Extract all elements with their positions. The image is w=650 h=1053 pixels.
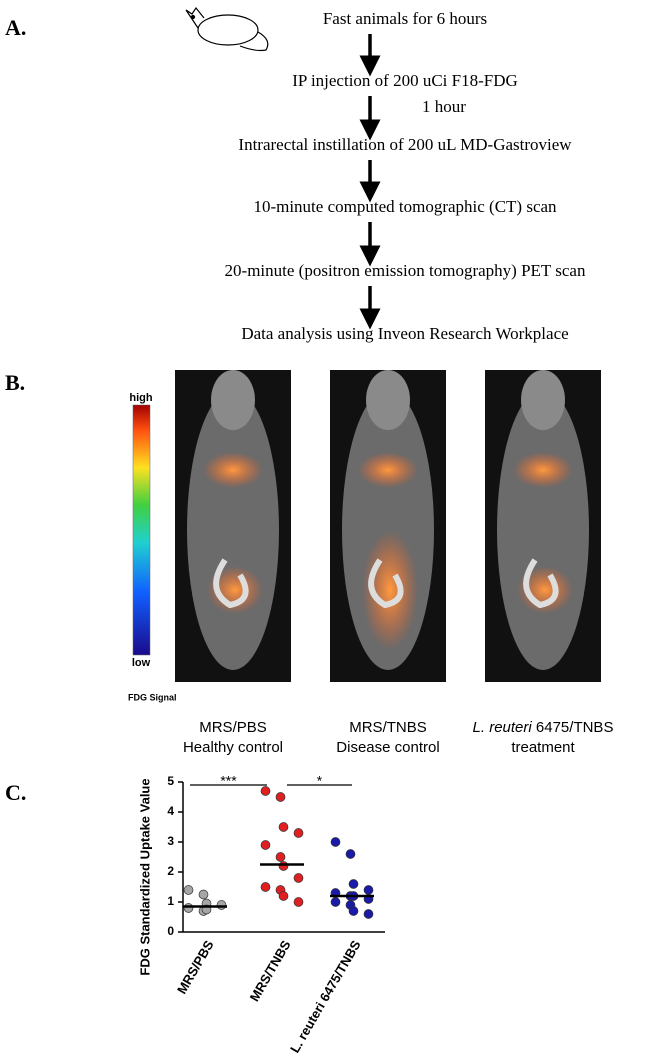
data-point — [275, 792, 286, 802]
y-axis-label: FDG Standardized Uptake Value — [137, 778, 152, 975]
uptake-glow — [513, 452, 573, 488]
mouse-icon — [185, 6, 269, 52]
data-point — [278, 891, 289, 901]
panel-label: C. — [5, 780, 26, 805]
significance-label: *** — [220, 773, 237, 789]
scale-high: high — [129, 392, 152, 404]
y-tick-label: 2 — [167, 864, 174, 878]
y-tick-label: 5 — [167, 774, 174, 788]
data-point — [330, 897, 341, 907]
data-point — [293, 828, 304, 838]
step-text: Fast animals for 6 hours — [323, 9, 487, 28]
y-tick-label: 3 — [167, 834, 174, 848]
color-scale — [132, 404, 151, 656]
scan-head — [211, 370, 255, 430]
data-point — [183, 903, 194, 913]
x-tick-label: MRS/TNBS — [247, 937, 294, 1004]
panel-label: B. — [5, 370, 25, 395]
uptake-glow — [358, 452, 418, 488]
colon-shape — [213, 558, 249, 609]
colon-shape — [523, 558, 559, 609]
uptake-glow — [517, 566, 573, 614]
data-point — [278, 861, 289, 871]
colon-shape — [368, 558, 404, 609]
data-point — [260, 882, 271, 892]
step-text: 20-minute (positron emission tomography)… — [225, 261, 586, 280]
scan-head — [366, 370, 410, 430]
data-point — [363, 885, 374, 895]
panel-label: A. — [5, 15, 26, 40]
significance-label: * — [317, 773, 323, 789]
scale-title: FDG Signal — [128, 692, 177, 702]
x-tick-label: L. reuteri 6475/TNBS — [287, 937, 364, 1053]
y-tick-label: 0 — [167, 924, 174, 938]
data-point — [348, 879, 359, 889]
time-note: 1 hour — [422, 97, 466, 116]
data-point — [363, 909, 374, 919]
caption-text: MRS/PBS — [199, 719, 267, 736]
caption-line: MRS/TNBS — [349, 719, 427, 736]
data-point — [260, 786, 271, 796]
y-tick-label: 1 — [167, 894, 174, 908]
x-tick-label: MRS/PBS — [174, 937, 217, 996]
scan-head — [521, 370, 565, 430]
step-text: Data analysis using Inveon Research Work… — [241, 324, 568, 343]
uptake-glow — [203, 452, 263, 488]
scale-low: low — [132, 657, 151, 669]
data-point — [330, 837, 341, 847]
uptake-glow — [362, 530, 418, 650]
step-text: IP injection of 200 uCi F18-FDG — [292, 71, 518, 90]
caption-line: treatment — [511, 739, 575, 756]
caption-line: L. reuteri 6475/TNBS — [473, 719, 614, 736]
uptake-glow — [207, 566, 263, 614]
data-point — [275, 852, 286, 862]
caption-line: MRS/PBS — [199, 719, 267, 736]
step-text: Intrarectal instillation of 200 uL MD-Ga… — [238, 135, 572, 154]
caption-line: Healthy control — [183, 739, 283, 756]
data-point — [345, 849, 356, 859]
data-point — [293, 873, 304, 883]
step-text: 10-minute computed tomographic (CT) scan — [253, 197, 557, 216]
caption-italic: L. reuteri — [473, 719, 533, 736]
data-point — [348, 906, 359, 916]
data-point — [198, 889, 209, 900]
caption-line: Disease control — [336, 739, 439, 756]
data-point — [293, 897, 304, 907]
data-point — [260, 840, 271, 850]
scan-body — [497, 390, 589, 670]
data-point — [278, 822, 289, 832]
data-point — [183, 885, 194, 895]
caption-text: 6475/TNBS — [532, 719, 614, 736]
data-point — [216, 900, 227, 910]
scan-body — [187, 390, 279, 670]
y-tick-label: 4 — [167, 804, 174, 818]
caption-text: MRS/TNBS — [349, 719, 427, 736]
